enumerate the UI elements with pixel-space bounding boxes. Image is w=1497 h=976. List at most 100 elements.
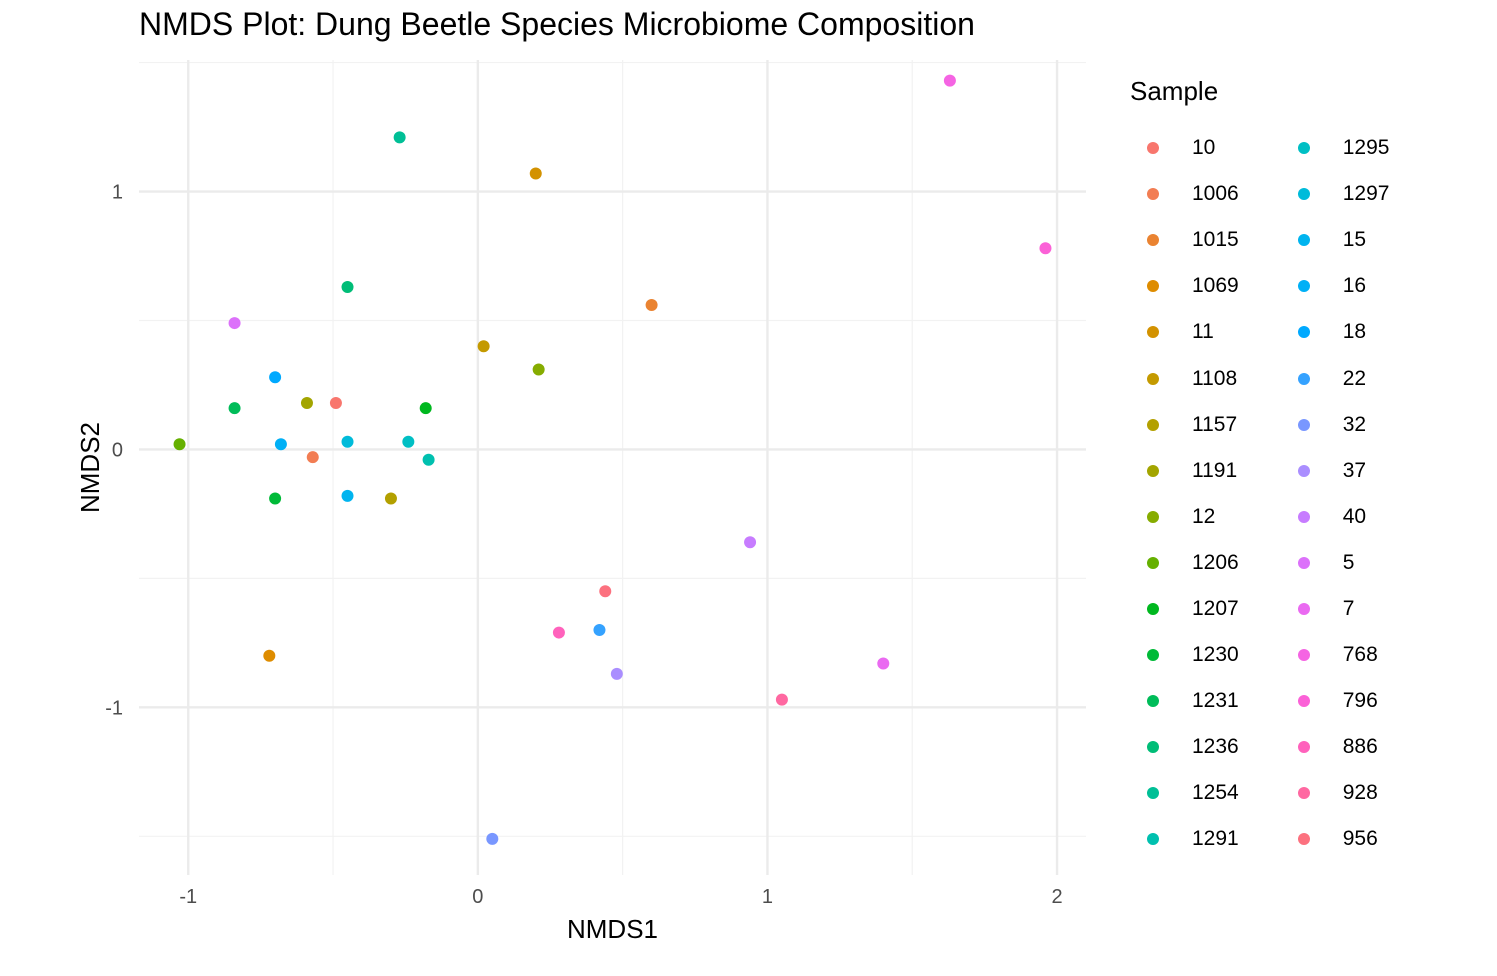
y-tick-label: 1 xyxy=(112,182,123,204)
legend-key-dot xyxy=(1147,602,1159,615)
legend-item-1236: 1236 xyxy=(1130,724,1239,770)
legend-key-dot xyxy=(1297,556,1310,569)
legend-key-dot xyxy=(1297,695,1310,708)
legend-item-1231: 1231 xyxy=(1130,678,1239,724)
legend-key-dot xyxy=(1147,510,1159,523)
data-point-5 xyxy=(228,317,241,330)
legend-key-dot xyxy=(1297,188,1310,201)
legend-label: 12 xyxy=(1192,504,1216,528)
data-point-16 xyxy=(274,438,287,451)
legend-item-796: 796 xyxy=(1281,678,1390,724)
legend-label: 956 xyxy=(1342,827,1378,851)
y-tick-label: -1 xyxy=(105,697,123,719)
legend-key-dot xyxy=(1297,418,1310,431)
legend-key-dot xyxy=(1147,372,1159,385)
data-point-928 xyxy=(775,693,788,706)
data-point-1108 xyxy=(477,340,490,353)
data-point-32 xyxy=(486,832,499,845)
legend-title: Sample xyxy=(1130,76,1219,106)
data-point-1191 xyxy=(300,397,313,410)
legend-label: 16 xyxy=(1342,274,1367,298)
data-point-1230 xyxy=(269,492,282,505)
data-points xyxy=(173,74,1052,845)
legend-item-1295: 1295 xyxy=(1281,125,1390,171)
legend-item-1230: 1230 xyxy=(1130,632,1239,678)
major-gridlines xyxy=(139,60,1086,875)
legend-label: 15 xyxy=(1342,228,1367,252)
legend-label: 1295 xyxy=(1342,136,1390,160)
legend-label: 1206 xyxy=(1192,550,1239,574)
legend-key-dot xyxy=(1297,833,1310,846)
data-point-1254 xyxy=(393,131,406,144)
legend-key-dot xyxy=(1147,741,1159,754)
data-point-12 xyxy=(532,363,545,376)
legend-item-1015: 1015 xyxy=(1130,217,1239,263)
legend-key-dot xyxy=(1147,280,1159,293)
legend-label: 1291 xyxy=(1192,827,1239,851)
scatter-plot: -1 0 1 2 -1 0 1 NMDS1 NMDS2 xyxy=(75,60,1086,944)
data-point-10 xyxy=(329,397,342,410)
data-point-1295 xyxy=(402,435,415,448)
y-axis-title: NMDS2 xyxy=(75,422,105,513)
data-point-37 xyxy=(610,667,623,680)
legend-key-dot xyxy=(1147,464,1159,477)
legend-label: 1006 xyxy=(1192,182,1239,206)
legend-key-dot xyxy=(1297,602,1310,615)
y-tick-labels: -1 0 1 xyxy=(105,182,123,720)
legend-label: 32 xyxy=(1342,412,1367,436)
x-tick-label: 1 xyxy=(762,886,773,908)
legend-key-dot xyxy=(1297,234,1310,247)
data-point-1206 xyxy=(173,438,186,451)
legend-label: 37 xyxy=(1342,458,1367,482)
chart-title: NMDS Plot: Dung Beetle Species Microbiom… xyxy=(139,6,975,42)
legend-item-32: 32 xyxy=(1281,402,1390,448)
data-point-1297 xyxy=(341,435,354,448)
legend-label: 928 xyxy=(1342,781,1378,805)
legend-item-5: 5 xyxy=(1281,540,1390,586)
data-point-886 xyxy=(552,626,565,639)
legend-key-dot xyxy=(1297,649,1310,662)
data-point-18 xyxy=(269,371,282,384)
legend-item-22: 22 xyxy=(1281,355,1390,401)
legend-item-1006: 1006 xyxy=(1130,171,1239,217)
legend-key-dot xyxy=(1147,833,1159,846)
data-point-40 xyxy=(744,536,757,549)
legend-label: 40 xyxy=(1342,504,1367,528)
legend-label: 5 xyxy=(1342,550,1355,574)
legend-key-dot xyxy=(1147,234,1159,247)
legend-key-dot xyxy=(1297,741,1310,754)
legend-item-7: 7 xyxy=(1281,586,1390,632)
data-point-15 xyxy=(341,489,354,502)
legend-column: 1295 1297 15 16 18 22 32 37 40 5 7 768 796 886 928 956 xyxy=(1281,125,1390,863)
legend-label: 11 xyxy=(1192,320,1214,344)
data-point-1207 xyxy=(419,402,432,415)
legend-item-956: 956 xyxy=(1281,816,1390,862)
data-point-1015 xyxy=(645,299,658,312)
legend-key-dot xyxy=(1147,326,1159,339)
legend-label: 1069 xyxy=(1192,274,1239,298)
legend-item-10: 10 xyxy=(1130,125,1239,171)
legend-columns: 10 1006 1015 1069 11 1108 1157 1191 12 1206 1207 12… xyxy=(1130,125,1389,863)
data-point-768 xyxy=(943,74,956,87)
legend-key-dot xyxy=(1297,372,1310,385)
data-point-1231 xyxy=(228,402,241,415)
legend-item-40: 40 xyxy=(1281,494,1390,540)
legend-key-dot xyxy=(1297,787,1310,800)
legend-key-dot xyxy=(1297,326,1310,339)
legend-item-1206: 1206 xyxy=(1130,540,1239,586)
legend-key-dot xyxy=(1147,142,1159,155)
legend-label: 1254 xyxy=(1192,781,1239,805)
legend-key-dot xyxy=(1147,649,1159,662)
legend-label: 1108 xyxy=(1192,366,1238,390)
legend-label: 7 xyxy=(1342,596,1355,620)
x-tick-label: 0 xyxy=(472,886,483,908)
legend-label: 796 xyxy=(1342,689,1378,713)
legend-item-1069: 1069 xyxy=(1130,263,1239,309)
legend-key-dot xyxy=(1147,787,1159,800)
minor-gridlines xyxy=(139,60,1086,875)
legend-key-dot xyxy=(1297,510,1310,523)
legend-item-37: 37 xyxy=(1281,448,1390,494)
legend-label: 1230 xyxy=(1192,643,1239,667)
legend-item-15: 15 xyxy=(1281,217,1390,263)
legend-key-dot xyxy=(1147,556,1159,569)
